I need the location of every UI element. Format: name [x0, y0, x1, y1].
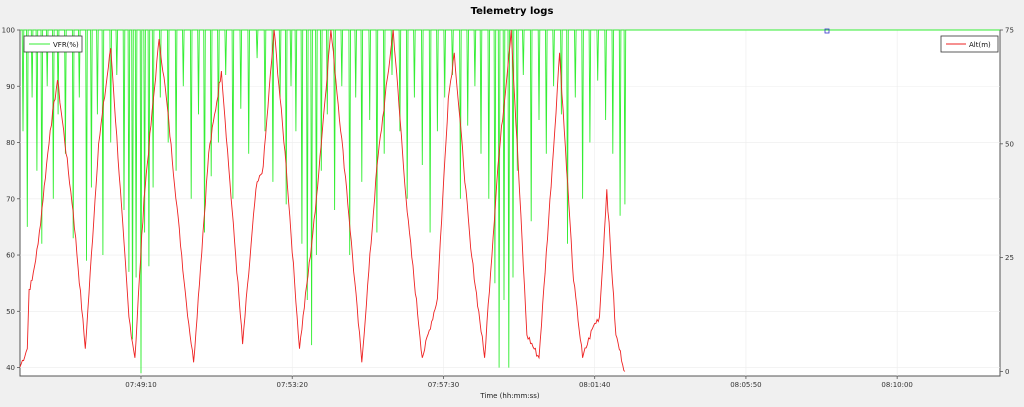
y-left-tick-label: 80 — [6, 139, 15, 147]
x-tick-label: 07:57:30 — [428, 381, 459, 389]
legend-vfr-label: VFR(%) — [53, 41, 79, 49]
y-right-tick-label: 50 — [1005, 140, 1014, 148]
chart-title: Telemetry logs — [471, 6, 554, 17]
y-left-tick-label: 50 — [6, 308, 15, 316]
y-right-tick-label: 75 — [1005, 27, 1014, 35]
legend-vfr-box — [23, 35, 83, 53]
legend-alt-box — [940, 35, 999, 53]
plot-area[interactable] — [19, 29, 1001, 377]
x-tick-label: 08:05:50 — [730, 381, 761, 389]
y-left-tick-label: 70 — [6, 195, 15, 203]
y-left-tick-label: 90 — [6, 83, 15, 91]
legend-vfr[interactable]: VFR(%) — [23, 35, 83, 53]
cursor-marker[interactable] — [824, 28, 830, 34]
axes: 40 50 60 70 80 90 100 0 25 50 75 07:49:10 07:53:20 07… — [2, 27, 1014, 390]
y-right-tick-label: 25 — [1005, 254, 1014, 262]
y-right-tick-label: 0 — [1005, 368, 1009, 376]
legend-alt-label: Alt(m) — [969, 41, 991, 49]
x-tick-label: 08:01:40 — [579, 381, 610, 389]
x-tick-label: 07:53:20 — [276, 381, 307, 389]
y-left-tick-label: 100 — [2, 27, 15, 35]
alt-series-line — [19, 29, 626, 372]
x-axis-label: Time (hh:mm:ss) — [479, 392, 540, 400]
x-tick-label: 08:10:00 — [881, 381, 912, 389]
y-left-tick-label: 60 — [6, 252, 15, 260]
x-tick-label: 07:49:10 — [125, 381, 156, 389]
legend-alt[interactable]: Alt(m) — [940, 35, 999, 53]
alt-series — [19, 29, 626, 372]
y-left-tick-label: 40 — [6, 364, 15, 372]
